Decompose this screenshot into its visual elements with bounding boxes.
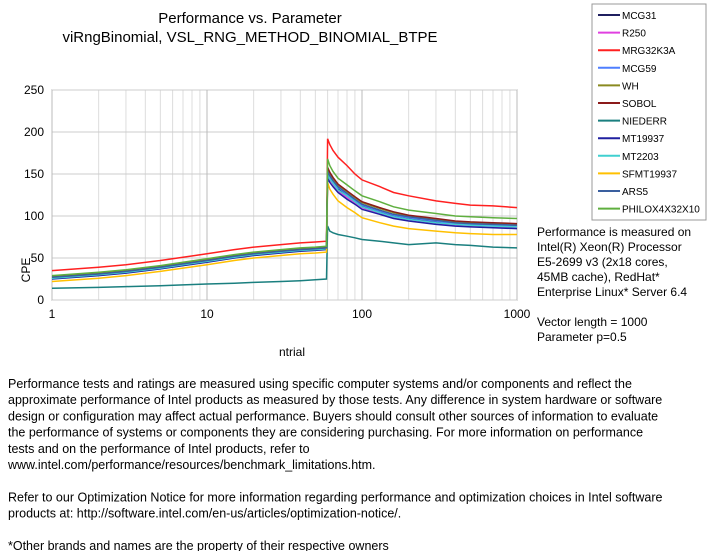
y-tick-label: 200: [24, 125, 44, 139]
legend-label: MCG59: [622, 64, 657, 75]
footer-text: *Other brands and names are the property…: [8, 539, 389, 551]
legend-box: [591, 3, 707, 221]
chart-title: viRngBinomial, VSL_RNG_METHOD_BINOMIAL_B…: [62, 29, 437, 46]
x-tick-label: 10: [200, 307, 214, 321]
x-tick-label: 100: [352, 307, 372, 321]
legend-label: PHILOX4X32X10: [622, 205, 700, 216]
footer-text: Performance tests and ratings are measur…: [8, 377, 632, 391]
series-line: [51, 138, 518, 272]
series-line: [51, 173, 518, 279]
legend-label: ARS5: [622, 187, 649, 198]
footer-text: products at: http://software.intel.com/e…: [8, 507, 401, 521]
legend-label: WH: [622, 81, 639, 92]
footer-text: the performance of systems or components…: [8, 426, 643, 440]
legend-label: MT19937: [622, 134, 665, 145]
side-note: Vector length = 1000: [537, 315, 648, 329]
footer-text: design or configuration may affect actua…: [8, 409, 658, 423]
y-tick-label: 250: [24, 83, 44, 97]
legend-label: MCG31: [622, 11, 657, 22]
legend-label: MT2203: [622, 152, 659, 163]
side-note: Enterprise Linux* Server 6.4: [537, 285, 687, 299]
footer-text: tests and on the performance of Intel pr…: [8, 442, 310, 456]
legend-label: R250: [622, 29, 646, 40]
footer-text: Refer to our Optimization Notice for mor…: [8, 490, 663, 504]
x-axis-label: ntrial: [279, 345, 305, 359]
legend-label: MRG32K3A: [622, 46, 676, 57]
series-line: [51, 171, 518, 279]
side-note: 45MB cache), RedHat*: [537, 270, 660, 284]
legend-label: SOBOL: [622, 99, 657, 110]
series-line: [51, 177, 518, 280]
y-tick-label: 50: [31, 251, 45, 265]
footer-text: www.intel.com/performance/resources/benc…: [7, 458, 376, 472]
y-axis-label: CPE: [19, 258, 33, 283]
y-tick-label: 150: [24, 167, 44, 181]
series-line: [51, 158, 518, 277]
legend-label: NIEDERR: [622, 117, 667, 128]
side-note: Intel(R) Xeon(R) Processor: [537, 240, 682, 254]
legend-label: SFMT19937: [622, 169, 677, 180]
footer-text: approximate performance of Intel product…: [8, 393, 662, 407]
plot-area: [51, 89, 518, 301]
side-note: Parameter p=0.5: [537, 330, 627, 344]
x-tick-label: 1000: [504, 307, 531, 321]
chart-title: Performance vs. Parameter: [158, 10, 341, 27]
series-line: [51, 225, 518, 289]
y-tick-label: 100: [24, 209, 44, 223]
x-tick-label: 1: [49, 307, 56, 321]
series-line: [51, 182, 517, 283]
series-line: [51, 169, 518, 278]
side-note: E5-2699 v3 (2x18 cores,: [537, 255, 668, 269]
side-note: Performance is measured on: [537, 225, 691, 239]
y-tick-label: 0: [37, 293, 44, 307]
